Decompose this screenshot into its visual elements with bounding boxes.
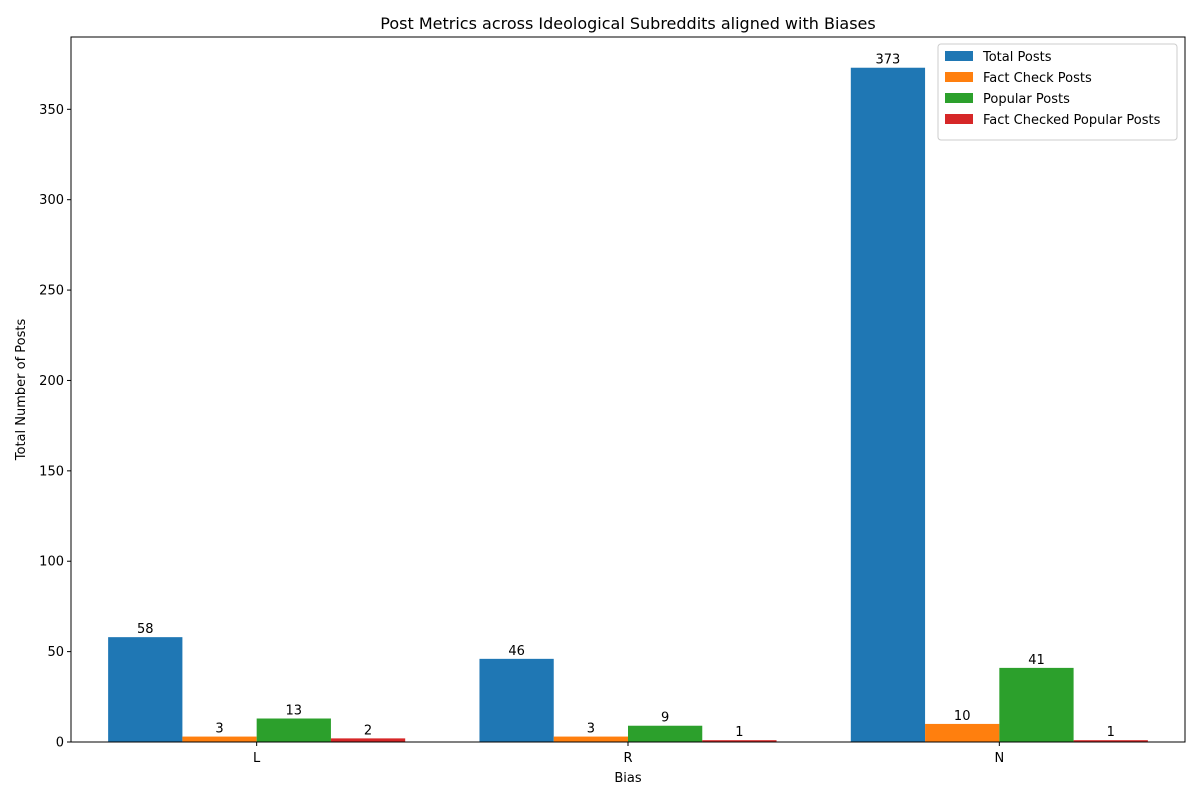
x-tick-label: L — [253, 751, 261, 766]
y-axis-label: Total Number of Posts — [14, 319, 29, 462]
bar-value-label: 58 — [137, 622, 154, 637]
x-tick-label: N — [994, 751, 1004, 766]
bar-value-label: 13 — [286, 704, 303, 719]
legend-swatch — [945, 114, 973, 124]
legend-entry: Fact Check Posts — [983, 71, 1092, 86]
legend-entry: Fact Checked Popular Posts — [983, 113, 1161, 128]
bar — [108, 637, 183, 742]
bar — [553, 736, 628, 742]
bar-value-label: 2 — [364, 723, 372, 738]
plot-area: 58 3 13 2 46 3 9 1 373 10 41 1 — [108, 53, 1148, 742]
bar — [702, 740, 777, 742]
bar — [1073, 740, 1148, 742]
legend-entry: Popular Posts — [983, 92, 1070, 107]
legend-swatch — [945, 93, 973, 103]
legend: Total Posts Fact Check Posts Popular Posts… — [937, 43, 1178, 141]
y-tick-label: 350 — [39, 103, 64, 118]
bar-value-label: 9 — [661, 711, 669, 726]
bar — [479, 658, 554, 742]
bar — [850, 67, 926, 742]
bar-value-label: 46 — [508, 644, 525, 659]
chart-title: Post Metrics across Ideological Subreddi… — [380, 14, 875, 33]
legend-entry: Total Posts — [982, 50, 1052, 65]
y-tick-label: 50 — [47, 645, 64, 660]
bar-value-label: 3 — [215, 722, 223, 737]
bar — [182, 736, 257, 742]
bar — [628, 725, 703, 742]
bar-value-label: 3 — [587, 722, 595, 737]
x-tick-label: R — [623, 751, 632, 766]
y-tick-label: 150 — [39, 464, 64, 479]
bar-value-label: 373 — [876, 53, 901, 68]
bar — [330, 738, 406, 742]
y-tick-label: 250 — [39, 284, 64, 299]
y-tick-label: 100 — [39, 555, 64, 570]
bar — [925, 723, 1000, 742]
bar-value-label: 41 — [1028, 653, 1045, 668]
y-tick-label: 200 — [39, 374, 64, 389]
y-tick-label: 0 — [56, 736, 64, 751]
y-axis: 0 50 100 150 200 250 300 350 — [39, 103, 71, 751]
bar-value-label: 1 — [735, 725, 743, 740]
axes-frame — [70, 36, 1186, 743]
legend-box — [937, 43, 1178, 141]
bar — [256, 718, 331, 742]
bar-value-label: 10 — [954, 709, 971, 724]
legend-swatch — [945, 51, 973, 61]
x-axis-label: Bias — [614, 771, 641, 786]
y-tick-label: 300 — [39, 193, 64, 208]
bar — [999, 667, 1074, 742]
bar-value-label: 1 — [1107, 725, 1115, 740]
legend-swatch — [945, 72, 973, 82]
